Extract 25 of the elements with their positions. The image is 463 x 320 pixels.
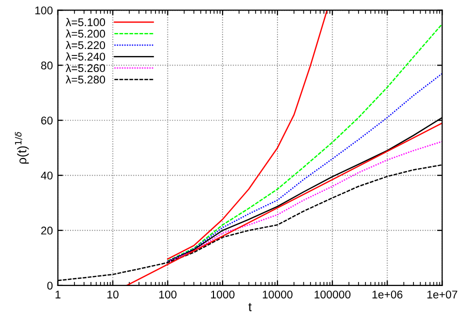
x-tick-label: 10	[107, 290, 119, 298]
y-tick-label: 20	[41, 226, 53, 235]
legend-label: λ=5.280	[66, 75, 106, 84]
x-tick-label: 1e+07	[427, 290, 458, 298]
y-tick-label: 40	[40, 172, 53, 180]
y-tick-label: 60	[41, 116, 53, 124]
x-axis-title: t	[248, 303, 252, 312]
y-axis-title: ρ(t)$^{1/δ}$	[14, 132, 29, 164]
legend-label: λ=5.220	[66, 40, 106, 50]
legend-label: λ=5.260	[66, 64, 106, 72]
line-series	[167, 72, 442, 262]
y-tick-label: 0	[47, 282, 53, 290]
legend-label: λ=5.200	[66, 29, 106, 38]
y-tick-label: 100	[35, 6, 53, 14]
legend-label: λ=5.100	[66, 18, 106, 26]
x-tick-label: 1000	[211, 290, 234, 298]
y-tick-label: 80	[41, 62, 53, 70]
x-tick-label: 1e+06	[372, 290, 402, 298]
x-tick-label: 10000	[262, 290, 292, 298]
legend-label: λ=5.240	[66, 52, 106, 61]
x-tick-label: 100000	[314, 290, 350, 298]
line-series	[167, 23, 442, 262]
line-series	[167, 140, 442, 263]
x-tick-label: 1	[56, 290, 60, 298]
x-tick-label: 100	[159, 290, 177, 298]
